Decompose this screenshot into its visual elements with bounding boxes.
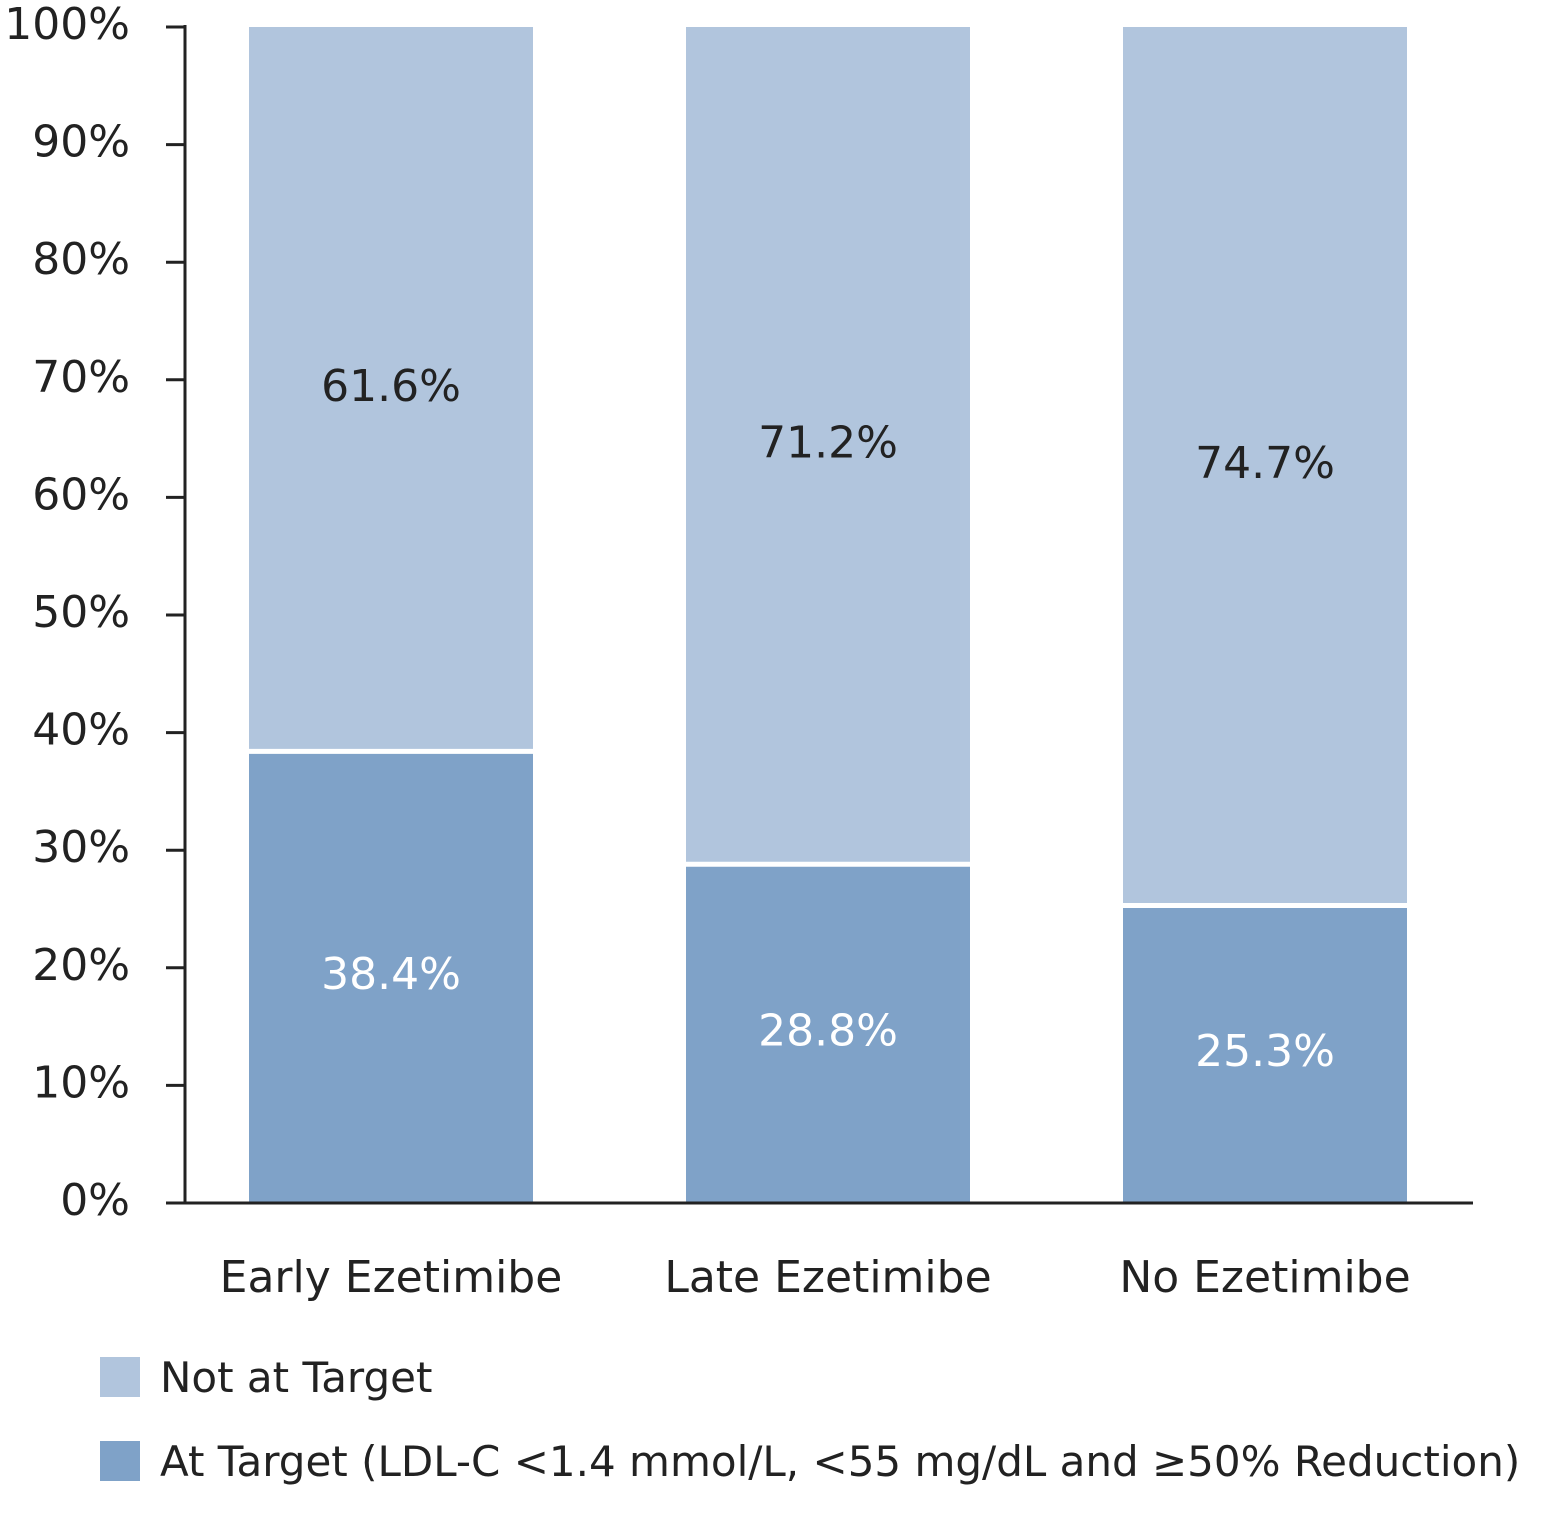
data-label-not-at-target: 61.6%: [321, 361, 461, 412]
axis-layer: 0% 10% 20% 30% 40% 50% 60% 70% 80% 90% 100%: [4, 0, 1473, 1226]
legend-swatch-at-target: [100, 1441, 140, 1481]
x-tick-label: No Ezetimibe: [1119, 1252, 1410, 1303]
y-tick-label: 10%: [32, 1057, 130, 1108]
y-tick-label: 100%: [4, 0, 130, 50]
bar-segment-at-target: [1123, 905, 1407, 1203]
bar-segment-not-at-target: [686, 27, 970, 865]
y-tick-label: 70%: [32, 352, 130, 403]
y-tick-label: 60%: [32, 469, 130, 520]
bars-layer: [249, 27, 1407, 1203]
y-tick-label: 30%: [32, 822, 130, 873]
legend-label-not-at-target: Not at Target: [160, 1352, 433, 1402]
x-tick-label: Late Ezetimibe: [664, 1252, 991, 1303]
y-tick-label: 90%: [32, 117, 130, 168]
chart: 0% 10% 20% 30% 40% 50% 60% 70% 80% 90% 100% 38.4% 6…: [4, 0, 1520, 1486]
legend-item-not-at-target: Not at Target: [100, 1352, 1520, 1402]
data-label-at-target: 28.8%: [758, 1006, 898, 1057]
legend: Not at Target At Target (LDL-C <1.4 mmol…: [100, 1352, 1520, 1520]
y-tick-label: 0%: [60, 1175, 130, 1226]
data-label-not-at-target: 71.2%: [758, 418, 898, 469]
labels-layer: 38.4% 61.6% Early Ezetimibe 28.8% 71.2% Late …: [220, 361, 1411, 1303]
data-label-at-target: 25.3%: [1195, 1026, 1335, 1077]
legend-item-at-target: At Target (LDL-C <1.4 mmol/L, <55 mg/dL …: [100, 1436, 1520, 1486]
legend-label-at-target: At Target (LDL-C <1.4 mmol/L, <55 mg/dL …: [160, 1436, 1521, 1486]
bar-segment-not-at-target: [249, 27, 533, 752]
y-tick-label: 80%: [32, 234, 130, 285]
stacked-bar-chart: 0% 10% 20% 30% 40% 50% 60% 70% 80% 90% 100% 38.4% 6…: [4, 0, 1473, 1303]
data-label-at-target: 38.4%: [321, 949, 461, 1000]
y-tick-label: 50%: [32, 587, 130, 638]
bar-segment-at-target: [686, 864, 970, 1203]
x-tick-label: Early Ezetimibe: [220, 1252, 563, 1303]
y-tick-label: 20%: [32, 940, 130, 991]
bar-segment-at-target: [249, 751, 533, 1203]
data-label-not-at-target: 74.7%: [1195, 438, 1335, 489]
bar-segment-not-at-target: [1123, 27, 1407, 906]
legend-swatch-not-at-target: [100, 1357, 140, 1397]
y-tick-label: 40%: [32, 705, 130, 756]
